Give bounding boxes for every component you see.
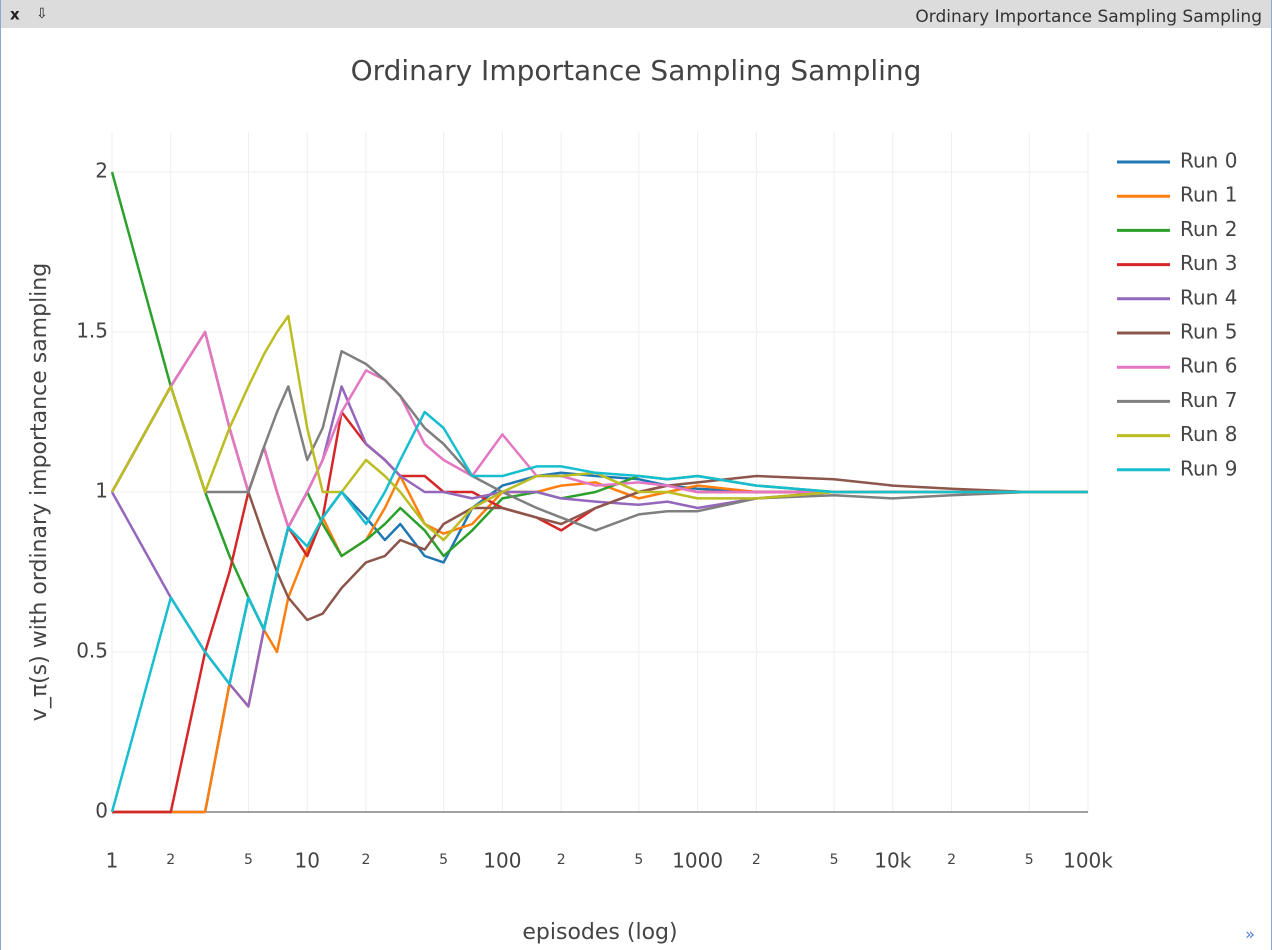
x-tick-label: 2 <box>752 852 761 868</box>
x-tick-label: 10 <box>294 849 319 873</box>
expand-button[interactable]: » <box>1245 925 1255 944</box>
legend-label: Run 9 <box>1180 456 1237 480</box>
x-axis-title: episodes (log) <box>522 920 677 945</box>
x-tick-label: 2 <box>166 852 175 868</box>
series-line <box>110 314 1088 542</box>
x-tick-label: 100 <box>483 849 521 873</box>
series-line <box>110 410 1088 813</box>
x-tick-label: 100k <box>1063 849 1113 873</box>
legend-label: Run 6 <box>1180 354 1237 378</box>
legend-label: Run 3 <box>1180 251 1237 275</box>
series-line <box>110 330 1088 622</box>
window-title: Ordinary Importance Sampling Sampling <box>915 7 1262 27</box>
y-tick-label: 1 <box>95 479 108 503</box>
dock-button[interactable]: ⇩ <box>36 6 48 22</box>
x-tick-label: 5 <box>439 852 448 868</box>
x-tick-label: 10k <box>874 849 911 873</box>
x-tick-label: 2 <box>947 852 956 868</box>
x-tick-label: 2 <box>557 852 566 868</box>
x-tick-label: 5 <box>1025 852 1034 868</box>
legend-label: Run 0 <box>1180 149 1237 173</box>
x-tick-label: 2 <box>362 852 371 868</box>
legend-label: Run 7 <box>1180 388 1237 412</box>
x-tick-label: 5 <box>244 852 253 868</box>
x-tick-label: 5 <box>830 852 839 868</box>
legend-label: Run 2 <box>1180 217 1237 241</box>
y-tick-label: 0 <box>95 799 108 823</box>
legend-label: Run 5 <box>1180 320 1237 344</box>
x-tick-label: 5 <box>634 852 643 868</box>
x-tick-label: 1000 <box>672 849 723 873</box>
y-tick-label: 0.5 <box>76 639 108 663</box>
legend-label: Run 4 <box>1180 285 1237 309</box>
y-tick-label: 1.5 <box>76 319 108 343</box>
y-axis-title: v_π(s) with ordinary importance sampling <box>27 263 52 721</box>
legend-label: Run 8 <box>1180 422 1237 446</box>
close-button[interactable]: x <box>10 6 20 24</box>
y-tick-label: 2 <box>95 159 108 183</box>
x-tick-label: 1 <box>106 849 119 873</box>
legend-label: Run 1 <box>1180 183 1237 207</box>
chart-title: Ordinary Importance Sampling Sampling <box>351 54 922 87</box>
title-bar <box>0 0 1272 28</box>
